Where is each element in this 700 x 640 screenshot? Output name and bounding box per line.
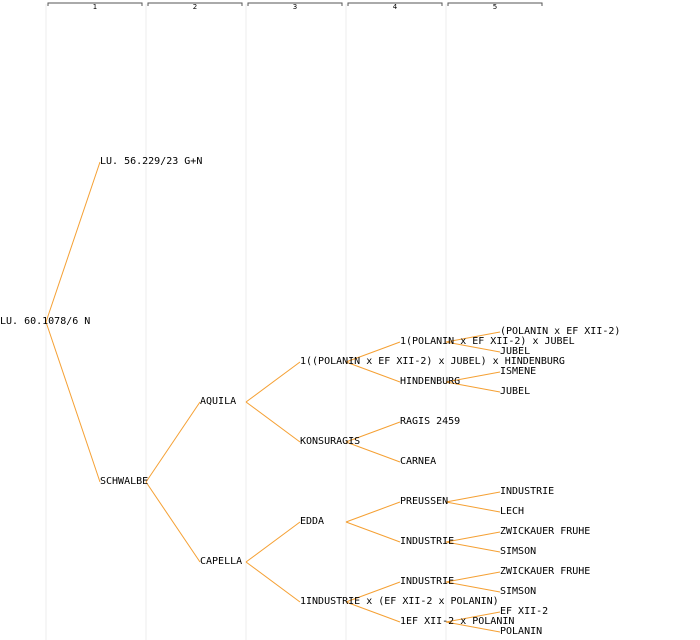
pedigree-edge bbox=[245, 561, 301, 603]
pedigree-edge bbox=[245, 361, 301, 403]
node-g1-sire[interactable]: LU. 56.229/23 G+N bbox=[100, 156, 203, 167]
generation-bracket bbox=[247, 2, 343, 6]
node-g5-zwickauer-1[interactable]: ZWICKAUER FRUHE bbox=[500, 526, 591, 537]
node-g5-jubel-1[interactable]: JUBEL bbox=[500, 346, 531, 357]
node-g5-ef-xii[interactable]: EF XII-2 bbox=[500, 606, 549, 617]
node-g5-lech[interactable]: LECH bbox=[500, 506, 525, 517]
pedigree-edge bbox=[345, 441, 401, 463]
generation-bracket bbox=[447, 2, 543, 6]
pedigree-edge bbox=[445, 501, 501, 513]
node-g4-ef-polanin[interactable]: 1EF XII-2 x POLANIN bbox=[400, 616, 515, 627]
pedigree-edge bbox=[345, 421, 401, 443]
generation-number: 4 bbox=[393, 3, 398, 11]
generation-header: 1 2 3 4 5 bbox=[47, 2, 543, 11]
pedigree-edge bbox=[445, 621, 501, 633]
pedigree-edge bbox=[45, 321, 101, 483]
node-g3-polanin-hindenburg[interactable]: 1((POLANIN x EF XII-2) x JUBEL) x HINDEN… bbox=[300, 356, 565, 367]
pedigree-edge bbox=[445, 491, 501, 503]
column-guides bbox=[45, 4, 447, 640]
node-g5-polanin[interactable]: POLANIN bbox=[500, 626, 543, 637]
generation-bracket bbox=[347, 2, 443, 6]
node-g4-polanin-jubel[interactable]: 1(POLANIN x EF XII-2) x JUBEL bbox=[400, 336, 575, 347]
node-g3-edda[interactable]: EDDA bbox=[300, 516, 325, 527]
pedigree-edge bbox=[145, 401, 201, 483]
pedigree-edge bbox=[245, 521, 301, 563]
pedigree-edge bbox=[445, 571, 501, 583]
pedigree-edge bbox=[345, 601, 401, 623]
node-g2-capella[interactable]: CAPELLA bbox=[200, 556, 243, 567]
node-g1-dam[interactable]: SCHWALBE bbox=[100, 476, 149, 487]
node-g4-industrie-2[interactable]: INDUSTRIE bbox=[400, 576, 455, 587]
node-g5-polanin-ef[interactable]: (POLANIN x EF XII-2) bbox=[500, 326, 621, 337]
node-g3-konsuragis[interactable]: KONSURAGIS bbox=[300, 436, 361, 447]
pedigree-edge bbox=[445, 371, 501, 383]
pedigree-edge bbox=[445, 331, 501, 343]
node-g4-ragis[interactable]: RAGIS 2459 bbox=[400, 416, 461, 427]
node-g4-preussen[interactable]: PREUSSEN bbox=[400, 496, 449, 507]
pedigree-edge bbox=[345, 521, 401, 543]
generation-bracket bbox=[147, 2, 243, 6]
node-g5-ismene[interactable]: ISMENE bbox=[500, 366, 537, 377]
pedigree-edge bbox=[445, 341, 501, 353]
node-g3-industrie-cross[interactable]: 1INDUSTRIE x (EF XII-2 x POLANIN) bbox=[300, 596, 499, 607]
node-g5-simson-2[interactable]: SIMSON bbox=[500, 586, 537, 597]
pedigree-edge bbox=[345, 501, 401, 523]
pedigree-edges bbox=[45, 161, 501, 633]
node-g5-simson-1[interactable]: SIMSON bbox=[500, 546, 537, 557]
pedigree-edge bbox=[345, 581, 401, 603]
pedigree-edge bbox=[445, 581, 501, 593]
node-g2-aquila[interactable]: AQUILA bbox=[200, 396, 237, 407]
generation-number: 2 bbox=[193, 3, 197, 11]
pedigree-edge bbox=[445, 541, 501, 553]
pedigree-edge bbox=[345, 361, 401, 383]
node-g4-industrie-1[interactable]: INDUSTRIE bbox=[400, 536, 455, 547]
generation-number: 5 bbox=[493, 3, 497, 11]
node-g5-industrie[interactable]: INDUSTRIE bbox=[500, 486, 555, 497]
generation-number: 1 bbox=[93, 3, 97, 11]
node-root[interactable]: LU. 60.1078/6 N bbox=[0, 316, 91, 327]
pedigree-edge bbox=[245, 401, 301, 443]
pedigree-edge bbox=[445, 381, 501, 393]
node-g4-carnea[interactable]: CARNEA bbox=[400, 456, 437, 467]
node-g5-jubel-2[interactable]: JUBEL bbox=[500, 386, 531, 397]
generation-number: 3 bbox=[293, 3, 297, 11]
pedigree-edge bbox=[45, 161, 101, 323]
pedigree-edge bbox=[345, 341, 401, 363]
generation-bracket bbox=[47, 2, 143, 6]
pedigree-edge bbox=[445, 531, 501, 543]
node-g5-zwickauer-2[interactable]: ZWICKAUER FRUHE bbox=[500, 566, 591, 577]
pedigree-edge bbox=[145, 481, 201, 563]
pedigree-edge bbox=[445, 611, 501, 623]
node-g4-hindenburg[interactable]: HINDENBURG bbox=[400, 376, 461, 387]
